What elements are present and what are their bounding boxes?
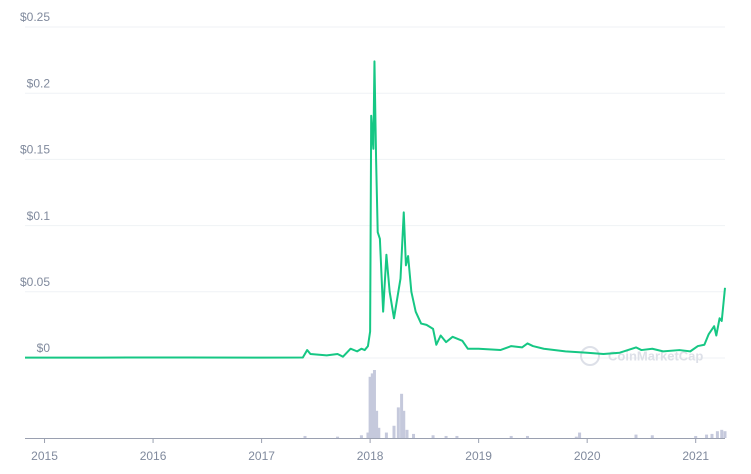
volume-bar [694,435,698,438]
y-tick-label: $0.05 [20,275,50,289]
volume-bar [392,425,396,438]
volume-bar [370,373,374,438]
volume-bar [368,376,372,438]
volume-bar [303,435,307,438]
watermark-logo [580,346,600,366]
y-tick-label: $0.25 [20,10,50,24]
volume-bar [710,433,714,438]
x-tick-label: 2018 [357,449,384,463]
volume-bar [431,435,435,438]
volume-bar [366,432,370,438]
x-tick-label: 2017 [248,449,275,463]
x-tick-label: 2016 [140,449,167,463]
volume-bar [384,432,388,438]
volume-bar [372,370,376,438]
volume-bar [375,410,379,438]
watermark: CoinMarketCap [608,348,703,363]
volume-bar [509,435,513,438]
volume-bar [634,434,638,438]
y-tick-label: $0.2 [27,76,51,90]
volume-bar [405,429,409,438]
volume-bar [402,410,406,438]
x-tick-label: 2015 [31,449,58,463]
x-tick-label: 2019 [465,449,492,463]
x-tick-label: 2020 [574,449,601,463]
volume-bar [444,435,448,438]
volume-bar [715,431,719,438]
volume-bar [377,427,381,438]
volume-bar [400,393,404,438]
x-tick-label: 2021 [682,449,709,463]
y-tick-label: $0 [37,341,51,355]
volume-bar [359,435,363,438]
volume-bar [650,435,654,438]
volume-bar [455,435,459,438]
volume-bar [412,433,416,438]
volume-bar [578,432,582,438]
volume-bar [574,436,578,438]
volume-bar [525,435,529,438]
y-tick-label: $0.1 [27,209,51,223]
volume-bar [336,436,340,438]
volume-bar [720,429,724,438]
volume-bar [723,431,727,438]
y-tick-label: $0.15 [20,143,50,157]
price-line [25,60,726,359]
volume-bar [396,407,400,438]
volume-bar [705,434,709,438]
